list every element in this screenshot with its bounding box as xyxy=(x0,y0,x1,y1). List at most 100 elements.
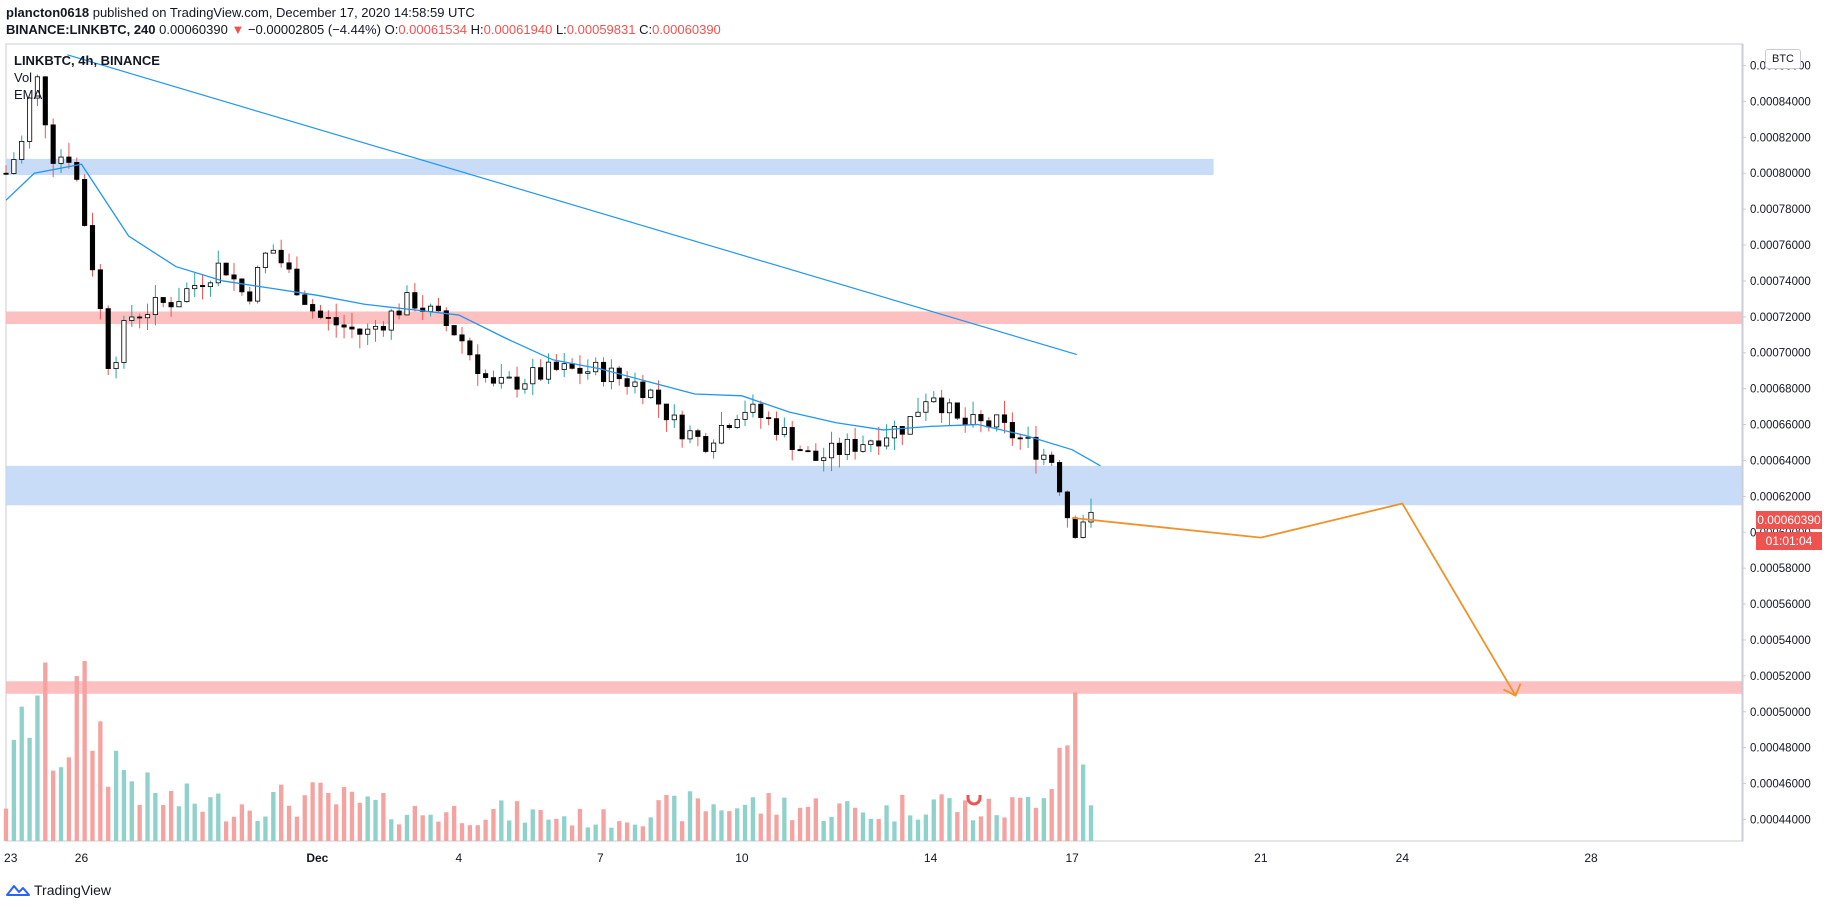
volume-bar xyxy=(365,796,370,841)
projection-layer[interactable] xyxy=(1072,502,1522,697)
volume-bar xyxy=(90,750,95,841)
candle-body xyxy=(703,436,709,452)
candle-body xyxy=(459,334,465,342)
legend-vol[interactable]: Vol xyxy=(14,70,33,85)
volume-bar xyxy=(420,815,425,841)
chart-header: plancton0618 published on TradingView.co… xyxy=(0,0,1828,42)
volume-bar xyxy=(947,798,952,841)
publisher-name[interactable]: plancton0618 xyxy=(6,5,90,20)
volume-bar xyxy=(428,814,433,841)
candle-body xyxy=(553,361,559,370)
volume-bar xyxy=(813,798,818,841)
volume-bar xyxy=(703,811,708,841)
chart-border xyxy=(5,43,1744,842)
candle-body xyxy=(962,417,968,425)
price-tick-label: 0.00052000 xyxy=(1750,671,1811,683)
candle-body xyxy=(946,402,953,414)
volume-bar xyxy=(106,786,111,841)
volume-bar xyxy=(1057,747,1062,841)
volume-bar xyxy=(286,805,292,841)
bar-countdown-tag: 01:01:04 xyxy=(1756,532,1822,550)
volume-bar xyxy=(271,792,276,841)
red-zone-upper xyxy=(6,311,1742,325)
volume-bar xyxy=(860,812,866,841)
time-tick-label: 7 xyxy=(597,851,604,865)
candle-body xyxy=(404,292,410,316)
volume-bar xyxy=(475,825,480,841)
time-tick-label: 21 xyxy=(1254,851,1268,865)
candle-body xyxy=(789,427,795,450)
volume-bar xyxy=(758,813,763,841)
candle-body xyxy=(357,328,363,335)
close-label: C: xyxy=(639,22,653,37)
footer-brand[interactable]: TradingView xyxy=(6,880,111,900)
price-axis[interactable]: 0.000860000.000840000.000820000.00080000… xyxy=(1742,61,1811,827)
volume-bar xyxy=(176,806,182,841)
volume-bar xyxy=(908,815,913,841)
volume-bar xyxy=(279,784,284,841)
candle-body xyxy=(310,304,316,312)
candle-body xyxy=(939,397,945,414)
chart-canvas[interactable]: 0.000860000.000840000.000820000.00080000… xyxy=(0,0,1828,880)
volume-bar xyxy=(27,737,32,841)
volume-bar xyxy=(978,816,984,841)
magnet-icon[interactable] xyxy=(966,795,982,806)
candle-body xyxy=(11,159,17,174)
volume-bar xyxy=(255,820,260,841)
time-tick-label: Dec xyxy=(306,851,328,865)
candle-body xyxy=(506,376,512,379)
volume-bar xyxy=(451,805,457,841)
trendline-layer[interactable] xyxy=(67,54,1078,356)
volume-bar xyxy=(1088,805,1094,841)
candle-body xyxy=(207,282,213,288)
candle-body xyxy=(42,76,48,126)
candle-body xyxy=(231,274,237,280)
volume-bar xyxy=(51,770,56,841)
volume-bar xyxy=(892,821,897,841)
candle-body xyxy=(349,326,355,330)
candle-body xyxy=(813,450,819,461)
volume-bar xyxy=(200,811,205,841)
volume-bar xyxy=(672,795,677,841)
series-legend: LINKBTC, 4h, BINANCE Vol EMA xyxy=(14,52,160,103)
candle-body xyxy=(74,161,80,180)
candle-body xyxy=(923,401,929,413)
volume-bar xyxy=(66,757,72,841)
legend-symbol[interactable]: LINKBTC, 4h, BINANCE xyxy=(14,53,160,68)
volume-bar xyxy=(326,792,331,841)
volume-bar xyxy=(601,809,606,841)
volume-bar xyxy=(1065,745,1070,841)
candle-body xyxy=(1001,414,1008,423)
candle-body xyxy=(475,354,481,374)
legend-ema[interactable]: EMA xyxy=(14,87,43,102)
candle-body xyxy=(726,425,732,428)
price-tick-label: 0.00078000 xyxy=(1750,204,1811,216)
open-label: O: xyxy=(384,22,399,37)
volume-bar xyxy=(43,662,48,841)
candle-body xyxy=(137,316,143,319)
symbol-ohlc-line: BINANCE:LINKBTC, 240 0.00060390 ▼ −0.000… xyxy=(6,22,721,37)
volume-bar xyxy=(1018,797,1023,841)
volume-bar xyxy=(538,809,543,841)
volume-bar xyxy=(137,804,142,841)
price-tick-label: 0.00084000 xyxy=(1750,96,1811,108)
candle-body xyxy=(19,140,25,160)
candle-body xyxy=(876,440,882,447)
currency-badge[interactable]: BTC xyxy=(1765,49,1801,69)
ema-layer xyxy=(5,163,1101,467)
volume-bar xyxy=(664,794,669,841)
volume-bar xyxy=(396,824,402,841)
candle-body xyxy=(1033,436,1039,460)
candle-body xyxy=(931,397,937,403)
volume-bar xyxy=(939,794,944,841)
candle-body xyxy=(333,317,339,326)
volume-bar xyxy=(231,816,237,841)
volume-bar xyxy=(334,804,339,841)
candle-body xyxy=(718,425,725,444)
volume-bar xyxy=(648,817,653,841)
symbol-label[interactable]: BINANCE:LINKBTC, 240 xyxy=(6,22,156,37)
volume-bar xyxy=(530,809,535,841)
volume-bar xyxy=(310,782,315,841)
time-axis[interactable]: 23 26 Dec 4 7 10 14 17 21 24 28 xyxy=(4,851,1598,865)
volume-bar xyxy=(192,803,197,841)
